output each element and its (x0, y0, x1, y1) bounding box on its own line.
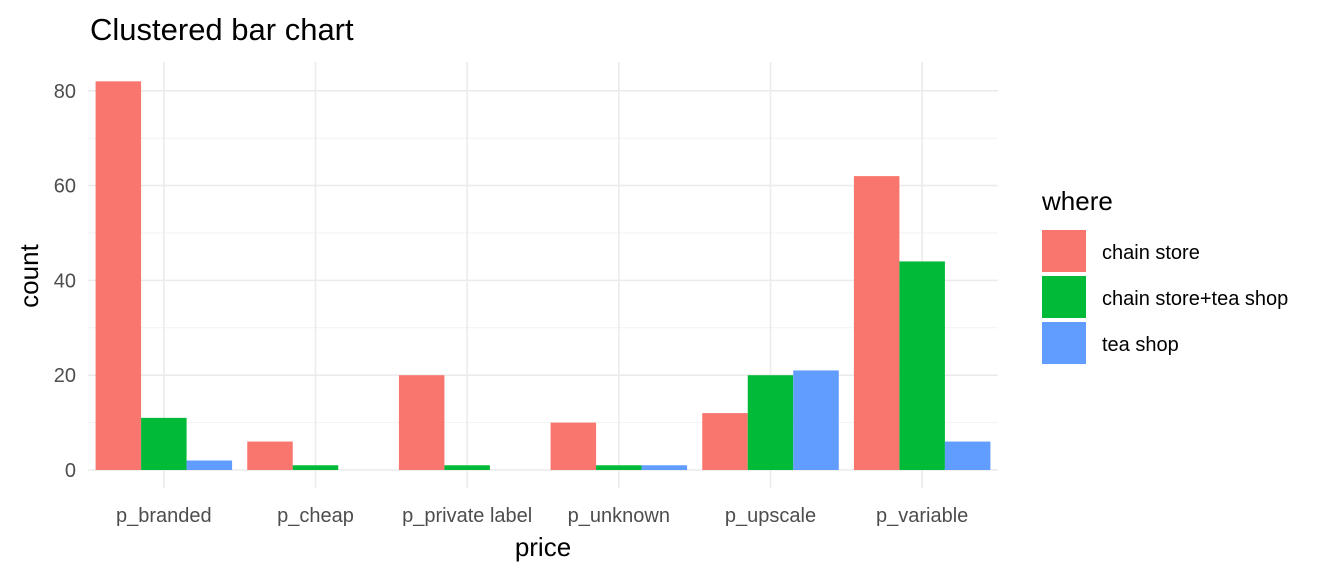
legend: where chain store chain store+tea shop tea… (1041, 186, 1288, 364)
bar (641, 465, 688, 470)
bar (899, 261, 945, 470)
legend-title: where (1041, 186, 1113, 216)
x-tick-label: p_unknown (568, 505, 670, 527)
y-tick-label: 80 (54, 81, 76, 103)
x-tick-label: p_upscale (725, 505, 816, 527)
legend-key (1042, 322, 1086, 364)
bar (944, 441, 991, 470)
x-tick-label: p_variable (876, 505, 968, 527)
bar (247, 441, 293, 470)
bar (596, 465, 642, 470)
x-axis-title: price (515, 532, 571, 562)
bar (398, 375, 445, 470)
x-axis-ticks: p_branded p_cheap p_private label p_unknown… (116, 505, 968, 527)
y-axis-title: count (14, 243, 44, 307)
bars (95, 81, 991, 470)
x-tick-label: p_branded (116, 505, 212, 527)
x-tick-label: p_private label (402, 505, 532, 527)
y-tick-label: 0 (65, 460, 76, 482)
bar (141, 417, 187, 470)
x-tick-label: p_cheap (277, 505, 354, 527)
bar (444, 465, 490, 470)
bar (550, 422, 597, 470)
bar (292, 465, 339, 470)
y-tick-label: 20 (54, 365, 76, 387)
legend-key (1042, 230, 1086, 272)
bar (853, 176, 900, 470)
bar (702, 413, 748, 470)
bar (793, 370, 839, 470)
legend-key (1042, 276, 1086, 318)
y-axis-ticks: 0 20 40 60 80 (54, 81, 76, 482)
bar (186, 460, 233, 470)
y-tick-label: 40 (54, 270, 76, 292)
y-tick-label: 60 (54, 176, 76, 198)
legend-label: chain store (1102, 242, 1200, 264)
bar (747, 375, 794, 470)
chart-title: Clustered bar chart (90, 12, 354, 47)
bar (95, 81, 142, 470)
legend-label: chain store+tea shop (1102, 288, 1288, 310)
legend-label: tea shop (1102, 334, 1179, 356)
